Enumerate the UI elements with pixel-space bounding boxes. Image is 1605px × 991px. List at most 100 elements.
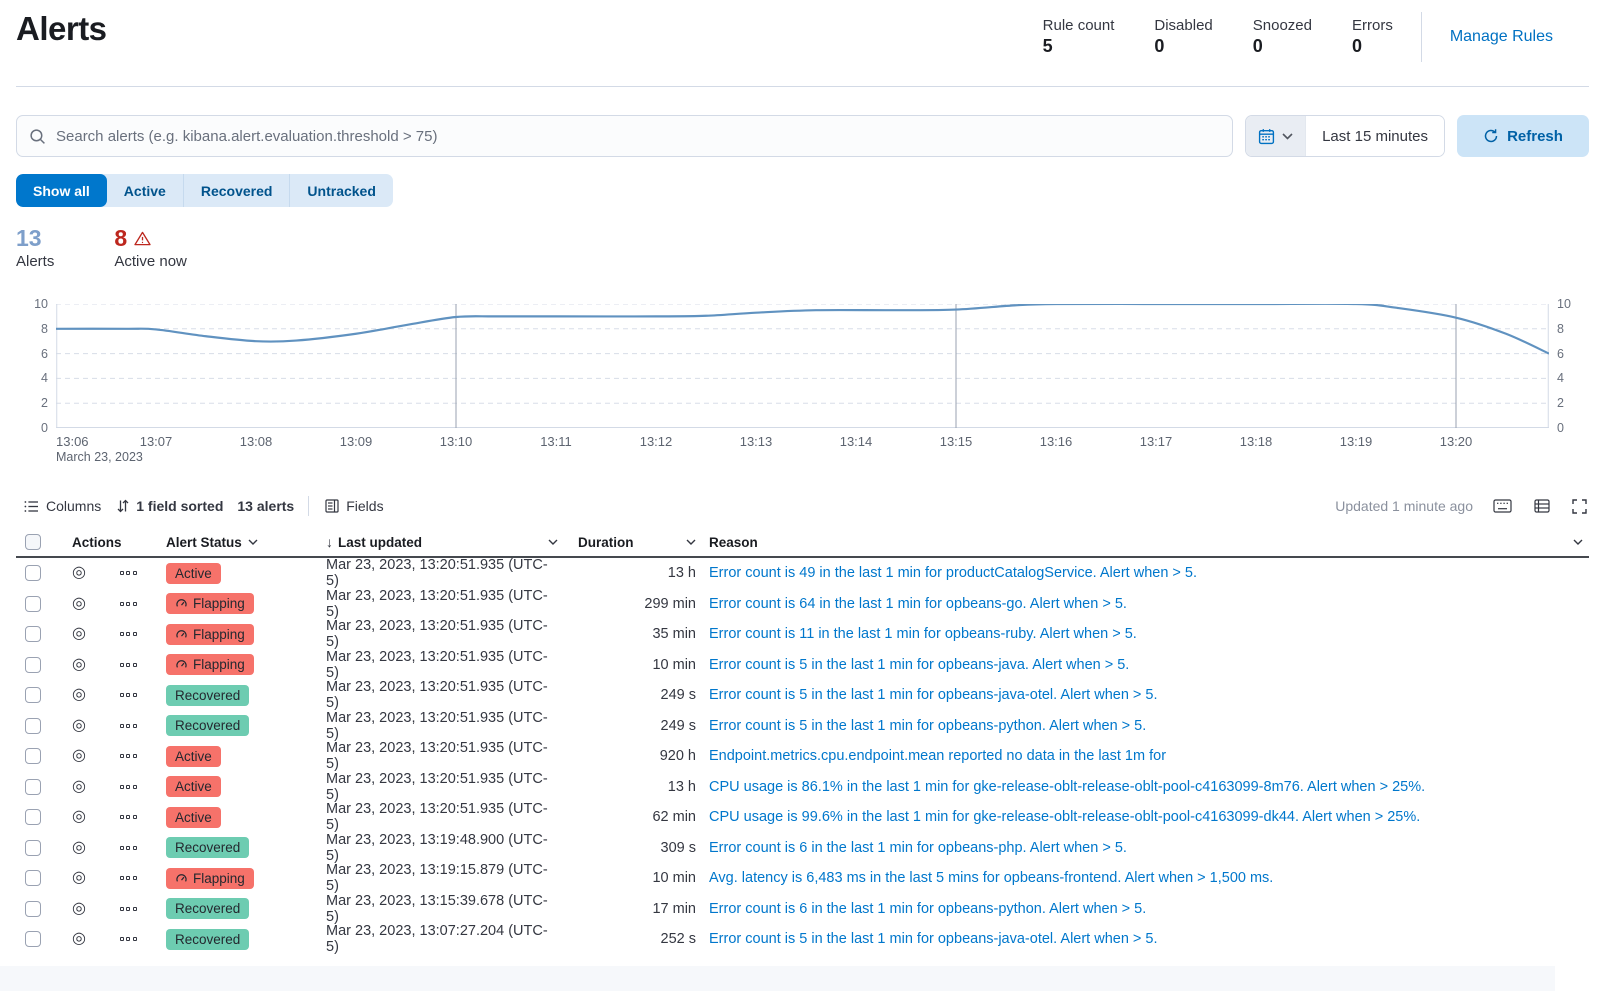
alert-status-badge: Flapping — [166, 867, 254, 889]
columns-button[interactable]: Columns — [16, 494, 109, 518]
date-picker-quick-menu-button[interactable] — [1246, 116, 1306, 156]
reason-link[interactable]: CPU usage is 86.1% in the last 1 min for… — [709, 778, 1426, 795]
search-bar-row: Last 15 minutes Refresh — [16, 115, 1589, 157]
table-row: ◎ Active Mar 23, 2023, 13:20:51.935 (UTC… — [16, 740, 1589, 772]
table-row: ◎ Flapping Mar 23, 2023, 13:20:51.935 (U… — [16, 649, 1589, 681]
active-now-count: 8 — [114, 225, 128, 251]
filter-tab-active[interactable]: Active — [107, 174, 183, 207]
alert-status-badge: Flapping — [166, 654, 254, 676]
reason-link[interactable]: Error count is 11 in the last 1 min for … — [709, 626, 1137, 643]
manage-rules-link[interactable]: Manage Rules — [1449, 28, 1553, 45]
more-actions-button[interactable] — [119, 571, 137, 576]
more-actions-button[interactable] — [119, 876, 137, 881]
refresh-button[interactable]: Refresh — [1457, 115, 1589, 157]
row-checkbox[interactable] — [25, 839, 41, 856]
time-range-button[interactable]: Last 15 minutes — [1305, 116, 1444, 156]
reason-link[interactable]: Error count is 5 in the last 1 min for o… — [709, 687, 1158, 704]
reason-link[interactable]: Avg. latency is 6,483 ms in the last 5 m… — [709, 870, 1274, 887]
y-axis-tick: 0 — [41, 421, 48, 435]
more-actions-button[interactable] — [119, 815, 137, 820]
divider — [1420, 12, 1422, 62]
view-alert-details-button[interactable]: ◎ — [72, 930, 86, 948]
reason-link[interactable]: Error count is 49 in the last 1 min for … — [709, 565, 1198, 582]
row-checkbox[interactable] — [25, 565, 41, 582]
row-checkbox[interactable] — [25, 717, 41, 734]
row-checkbox[interactable] — [25, 687, 41, 704]
row-checkbox[interactable] — [25, 931, 41, 948]
rule-stat-snoozed: Snoozed 0 — [1253, 17, 1312, 57]
alert-status-badge: Recovered — [166, 684, 250, 706]
row-checkbox[interactable] — [25, 656, 41, 673]
row-checkbox[interactable] — [25, 809, 41, 826]
reason-link[interactable]: Error count is 5 in the last 1 min for o… — [709, 717, 1147, 734]
last-updated-cell: Mar 23, 2023, 13:20:51.935 (UTC-5) — [326, 679, 548, 712]
page-title: Alerts — [16, 10, 107, 47]
x-axis: 13:06 13:07 13:08 13:09 13:10 13:11 13:12 13:13… — [56, 434, 1549, 472]
fields-button[interactable]: Fields — [317, 494, 391, 518]
chevron-down-icon — [686, 539, 696, 545]
more-actions-button[interactable] — [119, 754, 137, 759]
x-axis-tick: 13:08 — [239, 434, 273, 449]
alert-status-badge: Flapping — [166, 593, 254, 615]
more-actions-button[interactable] — [119, 784, 137, 789]
view-alert-details-button[interactable]: ◎ — [72, 655, 86, 673]
view-alert-details-button[interactable]: ◎ — [72, 838, 86, 856]
view-alert-details-button[interactable]: ◎ — [72, 564, 86, 582]
more-actions-button[interactable] — [119, 662, 137, 667]
search-input[interactable] — [56, 127, 1221, 145]
horizontal-scrollbar-track[interactable] — [0, 966, 1555, 991]
reason-link[interactable]: Error count is 64 in the last 1 min for … — [709, 595, 1127, 612]
sort-fields-button[interactable]: 1 field sorted — [109, 494, 231, 518]
view-alert-details-button[interactable]: ◎ — [72, 625, 86, 643]
row-checkbox[interactable] — [25, 778, 41, 795]
reason-link[interactable]: Error count is 5 in the last 1 min for o… — [709, 656, 1130, 673]
row-checkbox[interactable] — [25, 626, 41, 643]
header-duration[interactable]: Duration — [568, 535, 696, 550]
view-alert-details-button[interactable]: ◎ — [72, 594, 86, 612]
y-axis-tick: 4 — [1557, 371, 1564, 386]
more-actions-button[interactable] — [119, 632, 137, 637]
view-alert-details-button[interactable]: ◎ — [72, 808, 86, 826]
reason-link[interactable]: Error count is 5 in the last 1 min for o… — [709, 931, 1158, 948]
chart-plot-area[interactable]: 13:06 13:07 13:08 13:09 13:10 13:11 13:12 13:13… — [56, 304, 1549, 472]
view-alert-details-button[interactable]: ◎ — [72, 686, 86, 704]
select-all-checkbox[interactable] — [25, 534, 41, 550]
fullscreen-button[interactable] — [1570, 497, 1589, 516]
alerts-table: Actions Alert Status ↓ Last updated Durat… — [16, 528, 1589, 955]
more-actions-button[interactable] — [119, 906, 137, 911]
filter-tab-show-all[interactable]: Show all — [16, 174, 107, 207]
flapping-gauge-icon — [176, 660, 187, 668]
view-alert-details-button[interactable]: ◎ — [72, 716, 86, 734]
chevron-down-icon — [548, 539, 558, 545]
filter-tab-untracked[interactable]: Untracked — [289, 174, 392, 207]
chevron-down-icon — [1282, 132, 1293, 140]
view-alert-details-button[interactable]: ◎ — [72, 869, 86, 887]
more-actions-button[interactable] — [119, 845, 137, 850]
x-axis-tick: 13:11 — [540, 434, 572, 449]
header-alert-status[interactable]: Alert Status — [161, 535, 326, 550]
view-alert-details-button[interactable]: ◎ — [72, 899, 86, 917]
fields-label: Fields — [346, 498, 384, 514]
row-checkbox[interactable] — [25, 900, 41, 917]
y-axis-tick: 2 — [41, 396, 48, 411]
view-alert-details-button[interactable]: ◎ — [72, 777, 86, 795]
more-actions-button[interactable] — [119, 937, 137, 942]
reason-link[interactable]: Endpoint.metrics.cpu.endpoint.mean repor… — [709, 748, 1167, 765]
row-checkbox[interactable] — [25, 748, 41, 765]
reason-link[interactable]: Error count is 6 in the last 1 min for o… — [709, 839, 1127, 856]
filter-tab-recovered[interactable]: Recovered — [182, 174, 290, 207]
row-checkbox[interactable] — [25, 595, 41, 612]
more-actions-button[interactable] — [119, 601, 137, 606]
more-actions-button[interactable] — [119, 693, 137, 698]
reason-link[interactable]: CPU usage is 99.6% in the last 1 min for… — [709, 809, 1421, 826]
header-reason[interactable]: Reason — [696, 535, 1589, 550]
view-alert-details-button[interactable]: ◎ — [72, 747, 86, 765]
header-last-updated[interactable]: ↓ Last updated — [326, 534, 568, 550]
display-density-button[interactable] — [1532, 497, 1552, 515]
table-row: ◎ Recovered Mar 23, 2023, 13:19:48.900 (… — [16, 832, 1589, 864]
reason-link[interactable]: Error count is 6 in the last 1 min for o… — [709, 900, 1147, 917]
row-checkbox[interactable] — [25, 870, 41, 887]
keyboard-shortcuts-button[interactable] — [1491, 497, 1514, 515]
more-actions-button[interactable] — [119, 723, 137, 728]
search-box — [16, 115, 1234, 157]
